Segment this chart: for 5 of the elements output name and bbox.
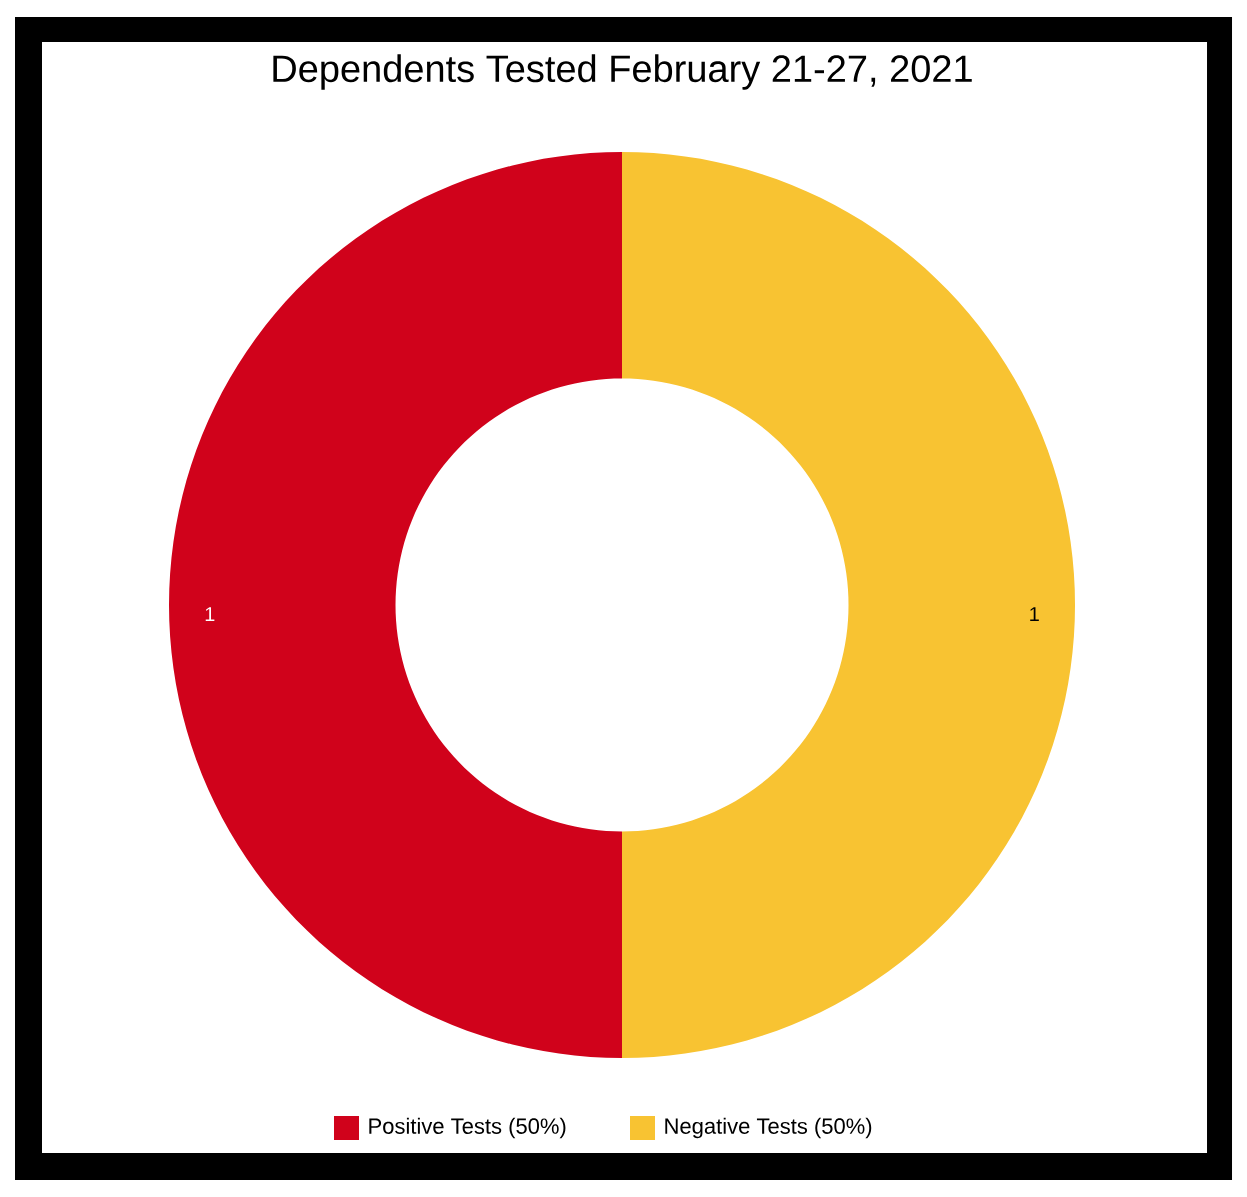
legend-label: Positive Tests (50%) <box>369 1117 566 1139</box>
data-label: 1 <box>205 607 215 621</box>
data-label: 1 <box>1030 607 1039 621</box>
chart-title: Dependents Tested February 21-27, 2021 <box>273 54 972 90</box>
legend-label: Negative Tests (50%) <box>665 1117 872 1139</box>
